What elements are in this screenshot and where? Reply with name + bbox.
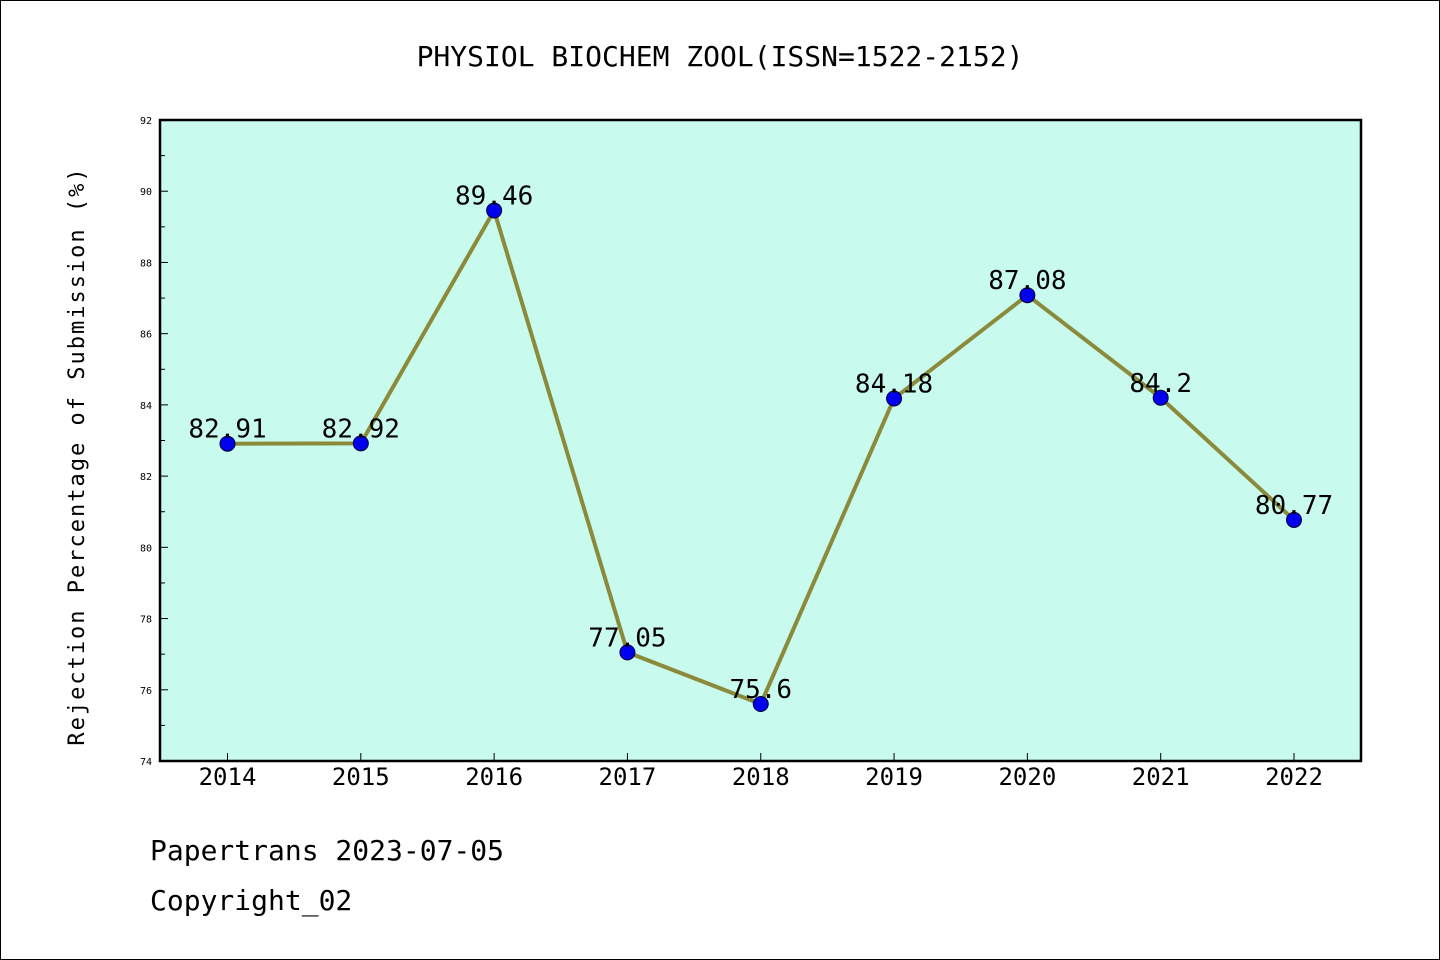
data-label: 82.92 xyxy=(322,414,400,444)
y-tick-label: 86 xyxy=(140,330,152,341)
data-point xyxy=(219,435,236,452)
data-label: 87.08 xyxy=(988,266,1066,296)
x-tick-label: 2021 xyxy=(1132,763,1190,791)
data-point xyxy=(619,644,636,661)
plot-border xyxy=(158,118,1363,763)
y-tick-label: 92 xyxy=(140,116,152,127)
data-point xyxy=(1019,287,1036,304)
data-point xyxy=(352,435,369,452)
data-point xyxy=(1286,511,1302,528)
x-axis: 2014 2015 2016 2017 2018 2019 2020 2021 2022 xyxy=(199,753,1323,791)
x-tick-label: 2018 xyxy=(732,763,790,791)
y-tick-label: 74 xyxy=(140,757,152,768)
series-line xyxy=(219,202,1302,713)
footer-copyright: Copyright_02 xyxy=(150,884,353,917)
data-label: 80.77 xyxy=(1255,491,1333,521)
data-label: 77.05 xyxy=(588,623,666,653)
data-label: 75.6 xyxy=(729,675,792,705)
y-tick-label: 78 xyxy=(140,615,152,626)
y-tick-label: 82 xyxy=(140,472,152,483)
x-tick-label: 2020 xyxy=(998,763,1056,791)
data-point xyxy=(886,390,903,407)
y-tick-label: 80 xyxy=(140,543,152,554)
x-tick-label: 2017 xyxy=(599,763,657,791)
x-tick-label: 2015 xyxy=(332,763,390,791)
chart-title: PHYSIOL BIOCHEM ZOOL(ISSN=1522-2152) xyxy=(417,40,1024,73)
x-tick-label: 2016 xyxy=(465,763,523,791)
y-axis-label: Rejection Percentage of Submission (%) xyxy=(65,166,90,745)
data-label: 89.46 xyxy=(455,181,533,211)
y-tick-label: 88 xyxy=(140,258,152,269)
footer-date: Papertrans 2023-07-05 xyxy=(150,834,505,867)
x-tick-label: 2022 xyxy=(1265,763,1323,791)
data-point xyxy=(486,202,503,219)
data-point xyxy=(752,696,769,713)
x-tick-label: 2014 xyxy=(199,763,257,791)
y-tick-label: 90 xyxy=(140,187,152,198)
data-label: 82.91 xyxy=(188,415,266,445)
y-tick-label: 76 xyxy=(140,686,152,697)
data-labels: 82.91 82.92 89.46 77.05 75.6 84.18 87.08 84.2 80… xyxy=(188,181,1333,705)
y-tick-label: 84 xyxy=(140,401,152,412)
data-label: 84.2 xyxy=(1129,369,1192,399)
x-tick-label: 2019 xyxy=(865,763,923,791)
data-label: 84.18 xyxy=(855,369,933,399)
data-point xyxy=(1152,389,1169,406)
